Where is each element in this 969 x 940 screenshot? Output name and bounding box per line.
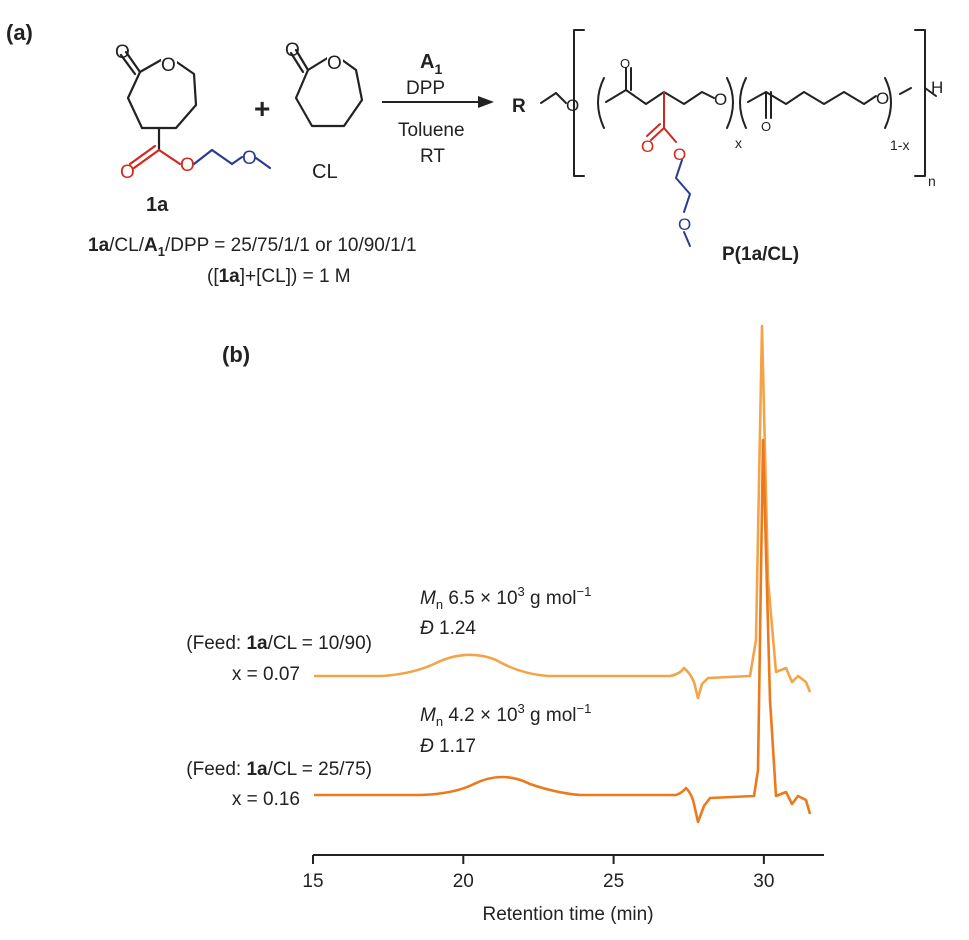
catalyst-dpp: DPP bbox=[406, 78, 445, 99]
o-mask bbox=[161, 54, 177, 74]
carbonyl-oxygen-1a: O bbox=[115, 42, 130, 63]
feed-ratio-conditions: 1a/CL/A1/DPP = 25/75/1/1 or 10/90/1/1 bbox=[88, 235, 417, 259]
product-ester-carbonyl-oxygen: O bbox=[641, 137, 654, 156]
repeat-1-minus-x: 1-x bbox=[890, 137, 909, 153]
trace-top-x: x = 0.07 bbox=[232, 664, 300, 685]
repeat-x: x bbox=[735, 135, 742, 151]
panel-b-label: (b) bbox=[222, 342, 250, 367]
product-ester-oxygen: O bbox=[673, 145, 686, 164]
concentration-condition: ([1a]+[CL]) = 1 M bbox=[207, 266, 351, 287]
ether-oxygen: O bbox=[242, 148, 257, 169]
product-label: P(1a/CL) bbox=[722, 244, 799, 265]
product-structure bbox=[540, 29, 937, 247]
trace-bottom-feed: (Feed: 1a/CL = 25/75) bbox=[186, 759, 372, 780]
repeat-n: n bbox=[928, 173, 936, 189]
o-mask bbox=[327, 52, 343, 72]
ring-oxygen-cl: O bbox=[327, 53, 342, 74]
product-oxygen-start: O bbox=[566, 96, 579, 115]
trace-bottom-x: x = 0.16 bbox=[232, 789, 300, 810]
product-hydrogen: H bbox=[931, 78, 943, 97]
trace-top-mn: Mn 6.5 × 103 g mol−1 bbox=[420, 584, 591, 612]
ester-carbonyl-oxygen: O bbox=[120, 162, 135, 183]
trace-bottom-dispersity: Đ 1.17 bbox=[420, 736, 476, 757]
product-oxygen-mid: O bbox=[714, 90, 727, 109]
product-carbonyl-oxygen-2: O bbox=[761, 119, 771, 134]
solvent-label: Toluene bbox=[398, 120, 465, 141]
trace-top-feed: (Feed: 1a/CL = 10/90) bbox=[186, 633, 372, 654]
ester-oxygen: O bbox=[180, 155, 195, 176]
gpc-trace-bottom bbox=[314, 438, 812, 824]
plus-sign: + bbox=[254, 93, 270, 124]
x-tick-label: 25 bbox=[603, 871, 624, 892]
product-carbonyl-oxygen-1: O bbox=[620, 56, 630, 71]
x-tick-label: 30 bbox=[753, 871, 774, 892]
cl-label: CL bbox=[312, 161, 338, 183]
x-axis: 15 20 25 30 bbox=[302, 854, 824, 892]
ring-oxygen-1a: O bbox=[161, 55, 176, 76]
product-oxygen-end: O bbox=[876, 89, 889, 108]
monomer-1a-label: 1a bbox=[146, 194, 169, 216]
x-tick-label: 20 bbox=[453, 871, 474, 892]
x-axis-label: Retention time (min) bbox=[482, 904, 653, 925]
panel-a-label: (a) bbox=[6, 20, 33, 45]
temperature-label: RT bbox=[420, 146, 445, 167]
carbonyl-oxygen-cl: O bbox=[285, 40, 300, 61]
product-ether-oxygen: O bbox=[678, 215, 691, 234]
trace-top-dispersity: Đ 1.24 bbox=[420, 618, 476, 639]
product-r-group: R bbox=[512, 96, 526, 117]
x-tick-label: 15 bbox=[302, 871, 323, 892]
trace-bottom-mn: Mn 4.2 × 103 g mol−1 bbox=[420, 701, 591, 729]
monomer-1a-structure bbox=[119, 50, 272, 170]
catalyst-a1: A1 bbox=[420, 51, 442, 77]
gpc-trace-top bbox=[314, 324, 812, 700]
reaction-arrow bbox=[382, 96, 494, 108]
